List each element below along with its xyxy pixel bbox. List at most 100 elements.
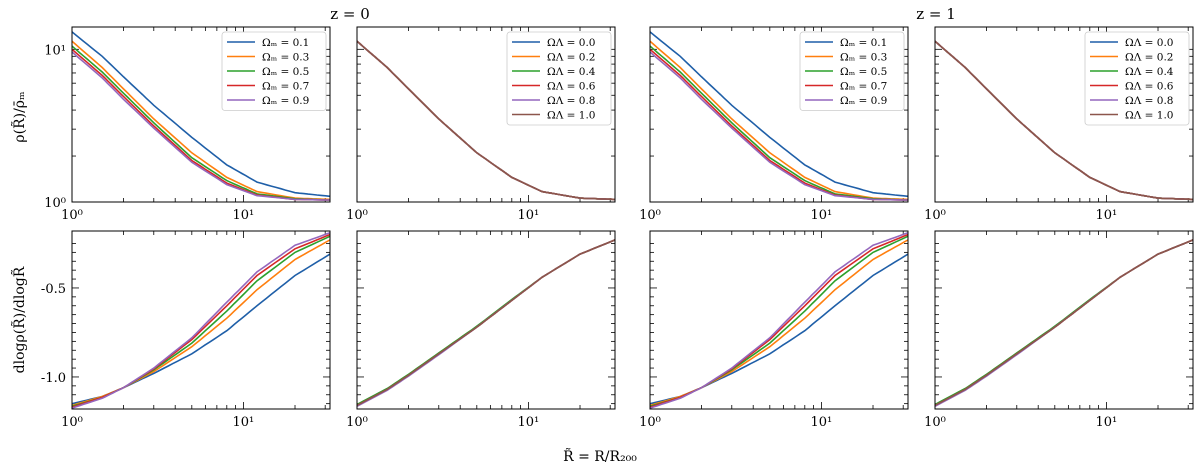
x-tick-label: 10¹ bbox=[811, 208, 833, 223]
legend-label: ΩΛ = 1.0 bbox=[547, 110, 595, 122]
series-line-2 bbox=[650, 45, 908, 201]
series-line-4 bbox=[72, 51, 330, 201]
panels-group: 10⁰ 10¹ 10⁰ 10¹ Ωₘ = 0.1 Ωₘ = 0.3 Ωₘ = 0.5 Ωₘ =… bbox=[41, 26, 1194, 430]
panel-frame bbox=[71, 26, 331, 203]
legend-label: Ωₘ = 0.5 bbox=[840, 66, 887, 78]
series-line-5 bbox=[357, 239, 615, 407]
legend-label: ΩΛ = 0.2 bbox=[1125, 52, 1173, 64]
legend-label: Ωₘ = 0.3 bbox=[262, 52, 309, 64]
series-line-4 bbox=[935, 239, 1193, 408]
y-axis-label-top: ρ(R̃)/ρ̄ₘ bbox=[10, 91, 28, 143]
panel-bottom-2: 10⁰ 10¹ bbox=[639, 230, 909, 430]
panel-frame bbox=[649, 230, 909, 410]
panel-frame bbox=[649, 26, 909, 203]
legend-label: Ωₘ = 0.7 bbox=[840, 81, 887, 93]
legend-label: Ωₘ = 0.1 bbox=[840, 37, 887, 49]
panel-frame bbox=[356, 26, 616, 203]
panel-bottom-1: 10⁰ 10¹ bbox=[346, 230, 616, 430]
x-tick-label: 10⁰ bbox=[346, 208, 368, 223]
series-line-2 bbox=[72, 45, 330, 201]
panel-frame bbox=[71, 230, 331, 410]
series-line-3 bbox=[72, 233, 330, 408]
panel-top-3: 10⁰ 10¹ ΩΛ = 0.0 ΩΛ = 0.2 ΩΛ = 0.4 ΩΛ = 0.6 ΩΛ… bbox=[924, 26, 1194, 223]
legend-box bbox=[1084, 31, 1190, 126]
x-tick-label: 10¹ bbox=[233, 208, 255, 223]
legend-label: Ωₘ = 0.9 bbox=[262, 95, 309, 107]
series-line-1 bbox=[357, 239, 615, 407]
legend-label: ΩΛ = 0.8 bbox=[1125, 95, 1173, 107]
x-tick-label: 10¹ bbox=[1096, 415, 1118, 430]
legend-box bbox=[506, 31, 612, 126]
panel-bottom-0: 10⁰ 10¹ -1.0 -0.5 bbox=[41, 230, 331, 430]
series-line-1 bbox=[72, 239, 330, 407]
panel-bottom-3: 10⁰ 10¹ bbox=[924, 230, 1194, 430]
series-line-4 bbox=[650, 232, 908, 409]
series-line-3 bbox=[935, 239, 1193, 407]
series-line-3 bbox=[357, 239, 615, 407]
series-line-0 bbox=[357, 239, 615, 407]
panel-top-2: 10⁰ 10¹ Ωₘ = 0.1 Ωₘ = 0.3 Ωₘ = 0.5 Ωₘ = 0.7 Ωₘ… bbox=[639, 26, 909, 223]
series-group bbox=[357, 40, 615, 201]
group-title-z0: z = 0 bbox=[330, 5, 370, 23]
panel-frame bbox=[934, 26, 1194, 203]
y-tick-label: -0.5 bbox=[41, 282, 66, 297]
series-line-5 bbox=[357, 40, 615, 201]
series-group bbox=[72, 232, 330, 409]
series-group bbox=[72, 31, 330, 201]
legend-label: Ωₘ = 0.9 bbox=[840, 95, 887, 107]
series-line-0 bbox=[72, 31, 330, 198]
x-axis-label: R̃ = R/R₂₀₀ bbox=[563, 447, 637, 465]
legend-label: Ωₘ = 0.5 bbox=[262, 66, 309, 78]
legend-label: Ωₘ = 0.3 bbox=[840, 52, 887, 64]
x-tick-label: 10¹ bbox=[811, 415, 833, 430]
y-axis-label-bottom: dlogρ(R̃)/dlogR̃ bbox=[10, 266, 28, 373]
series-line-4 bbox=[650, 51, 908, 201]
series-line-1 bbox=[935, 239, 1193, 407]
y-tick-label: 10⁰ bbox=[44, 196, 66, 211]
panel-top-1: 10⁰ 10¹ ΩΛ = 0.0 ΩΛ = 0.2 ΩΛ = 0.4 ΩΛ = 0.6 ΩΛ… bbox=[346, 26, 616, 223]
x-tick-label: 10⁰ bbox=[61, 208, 83, 223]
x-tick-label: 10⁰ bbox=[639, 208, 661, 223]
x-tick-label: 10¹ bbox=[518, 208, 540, 223]
legend-label: ΩΛ = 0.2 bbox=[547, 52, 595, 64]
legend-label: ΩΛ = 0.6 bbox=[1125, 81, 1174, 93]
legend-label: ΩΛ = 0.4 bbox=[547, 66, 596, 78]
series-group bbox=[935, 40, 1193, 201]
series-group bbox=[935, 239, 1193, 408]
x-tick-label: 10⁰ bbox=[924, 208, 946, 223]
legend-label: ΩΛ = 1.0 bbox=[1125, 110, 1173, 122]
y-tick-label: -1.0 bbox=[41, 371, 66, 386]
legend-box bbox=[221, 31, 327, 111]
legend-label: ΩΛ = 0.6 bbox=[547, 81, 596, 93]
legend-label: ΩΛ = 0.4 bbox=[1125, 66, 1174, 78]
x-tick-label: 10⁰ bbox=[346, 415, 368, 430]
series-line-5 bbox=[935, 239, 1193, 407]
x-tick-label: 10⁰ bbox=[924, 415, 946, 430]
x-tick-label: 10¹ bbox=[1096, 208, 1118, 223]
series-group bbox=[650, 31, 908, 201]
legend-label: Ωₘ = 0.7 bbox=[262, 81, 309, 93]
series-line-0 bbox=[935, 239, 1193, 407]
x-tick-label: 10¹ bbox=[518, 415, 540, 430]
series-line-2 bbox=[935, 239, 1193, 406]
legend-label: ΩΛ = 0.0 bbox=[547, 37, 595, 49]
series-line-1 bbox=[72, 40, 330, 201]
series-line-4 bbox=[72, 232, 330, 409]
legend-label: ΩΛ = 0.0 bbox=[1125, 37, 1173, 49]
panel-frame bbox=[934, 230, 1194, 410]
legend-label: Ωₘ = 0.1 bbox=[262, 37, 309, 49]
series-line-5 bbox=[935, 40, 1193, 201]
series-line-0 bbox=[650, 31, 908, 198]
x-tick-label: 10¹ bbox=[233, 415, 255, 430]
x-tick-label: 10⁰ bbox=[61, 415, 83, 430]
series-line-1 bbox=[650, 239, 908, 407]
y-tick-label: 10¹ bbox=[44, 43, 66, 58]
panel-frame bbox=[356, 230, 616, 410]
series-line-2 bbox=[357, 239, 615, 406]
series-line-4 bbox=[357, 239, 615, 408]
legend-label: ΩΛ = 0.8 bbox=[547, 95, 595, 107]
series-group bbox=[650, 232, 908, 409]
group-title-z1: z = 1 bbox=[916, 5, 956, 23]
series-group bbox=[357, 239, 615, 408]
